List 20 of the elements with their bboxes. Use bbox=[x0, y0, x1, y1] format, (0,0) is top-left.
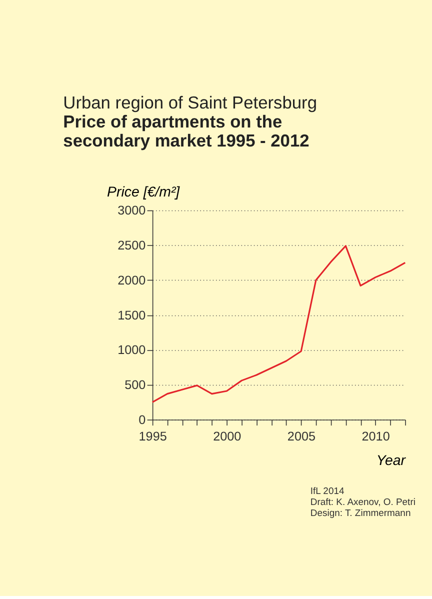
y-tick-label: 0 bbox=[138, 412, 146, 427]
x-axis-title: Year bbox=[376, 453, 407, 470]
text: Design: T. Zimmermann bbox=[310, 508, 411, 519]
y-tick-label: 3000 bbox=[118, 204, 146, 218]
text: Draft: K. Axenov, O. Petri bbox=[310, 496, 416, 508]
line-series bbox=[152, 245, 406, 403]
y-tick-label: 500 bbox=[124, 378, 146, 392]
x-tick-label: 2005 bbox=[287, 430, 316, 444]
y-tick-label: 2000 bbox=[118, 273, 146, 288]
chart-title: Urban region of Saint Petersburg bbox=[63, 92, 317, 112]
x-tick-label: 1995 bbox=[138, 430, 167, 444]
text: secondary market 1995 - 2012 bbox=[63, 130, 310, 150]
x-tick-label: 2000 bbox=[213, 430, 242, 444]
text: Price of apartments on the bbox=[63, 111, 282, 132]
y-tick-label: 1000 bbox=[118, 343, 146, 358]
y-axis-title: Price [€/m²] bbox=[107, 184, 181, 201]
text: IfL 2014 bbox=[310, 486, 344, 497]
x-tick-label: 2010 bbox=[362, 430, 390, 444]
y-tick-label: 2500 bbox=[118, 238, 146, 253]
y-tick-label: 1500 bbox=[118, 308, 146, 322]
